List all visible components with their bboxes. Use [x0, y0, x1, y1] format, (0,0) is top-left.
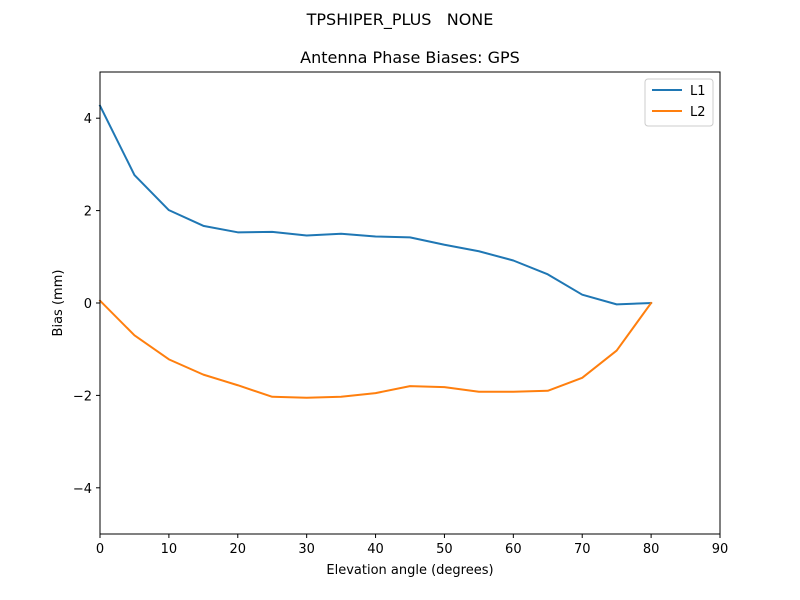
data-point-l1 [237, 231, 239, 233]
x-axis-ticks: 0 10 20 30 40 50 60 70 80 90 [96, 534, 728, 557]
x-tick-label: 80 [643, 542, 660, 557]
plot-area [100, 72, 720, 534]
data-point-l1 [443, 244, 445, 246]
x-tick-label: 10 [161, 542, 178, 557]
x-tick-label: 40 [367, 542, 384, 557]
data-point-l1 [168, 209, 170, 211]
series-line-l2 [98, 299, 653, 399]
x-tick-label: 0 [96, 542, 104, 557]
y-tick-label: 2 [84, 205, 92, 220]
data-point-l1 [133, 174, 135, 176]
data-point-l1 [340, 233, 342, 235]
data-point-l2 [409, 385, 411, 387]
data-point-l1 [202, 225, 204, 227]
data-point-l2 [443, 386, 445, 388]
x-tick-label: 70 [574, 542, 591, 557]
x-tick-label: 30 [298, 542, 315, 557]
data-point-l2 [581, 377, 583, 379]
data-point-l2 [133, 334, 135, 336]
data-point-l2 [306, 397, 308, 399]
data-point-l1 [581, 294, 583, 296]
data-point-l2 [202, 374, 204, 376]
data-point-l2 [650, 302, 652, 304]
data-point-l2 [168, 358, 170, 360]
data-point-l1 [271, 231, 273, 233]
x-tick-label: 20 [230, 542, 247, 557]
data-point-l1 [616, 303, 618, 305]
y-tick-label: −2 [73, 389, 92, 404]
series-line-l1 [98, 104, 653, 306]
data-point-l2 [478, 391, 480, 393]
x-axis-label: Elevation angle (degrees) [326, 563, 493, 578]
data-point-l1 [306, 235, 308, 237]
data-point-l2 [340, 396, 342, 398]
y-tick-label: 0 [84, 297, 92, 312]
data-point-l2 [547, 390, 549, 392]
y-axis-label: Bias (mm) [51, 270, 66, 337]
data-point-l2 [512, 391, 514, 393]
data-point-l1 [409, 236, 411, 238]
data-point-l1 [375, 235, 377, 237]
y-tick-label: −4 [73, 482, 92, 497]
data-point-l1 [478, 250, 480, 252]
data-point-l2 [237, 384, 239, 386]
x-tick-label: 60 [505, 542, 522, 557]
x-tick-label: 50 [436, 542, 453, 557]
legend-label-l2: L2 [690, 105, 706, 120]
y-axis-ticks: −4 −2 0 2 4 [73, 112, 100, 497]
series-layer [98, 104, 653, 399]
legend: L1 L2 [644, 78, 714, 127]
x-tick-label: 90 [712, 542, 729, 557]
data-point-l2 [375, 392, 377, 394]
y-tick-label: 4 [84, 112, 92, 127]
data-point-l1 [547, 273, 549, 275]
data-point-l1 [512, 259, 514, 261]
legend-label-l1: L1 [690, 84, 706, 99]
chart-title: Antenna Phase Biases: GPS [300, 48, 520, 67]
chart-suptitle: TPSHIPER_PLUS NONE [306, 10, 494, 30]
data-point-l2 [271, 396, 273, 398]
data-point-l2 [616, 350, 618, 352]
